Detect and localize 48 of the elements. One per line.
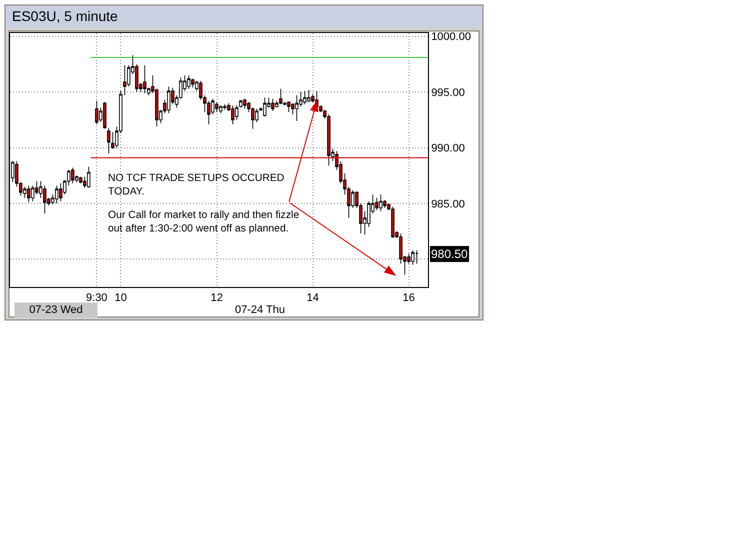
candlestick <box>123 64 126 96</box>
x-tick-label: 12 <box>210 292 223 304</box>
candlestick <box>219 105 222 114</box>
candlestick <box>187 74 190 90</box>
candlestick <box>271 98 274 112</box>
candlestick <box>231 105 234 125</box>
candlestick <box>79 176 82 184</box>
chart-title: ES03U, 5 minute <box>12 8 118 24</box>
candlestick <box>191 78 194 88</box>
candlestick <box>279 88 282 105</box>
text: 07-24 Thu <box>235 304 285 316</box>
candlestick <box>95 100 98 125</box>
candlestick <box>103 102 106 130</box>
y-tick-label: 990.00 <box>431 142 465 155</box>
candlestick <box>71 167 74 184</box>
y-tick-label: 1000.00 <box>431 31 471 44</box>
y-tick-label: 985.00 <box>431 198 465 210</box>
candlestick <box>411 250 414 266</box>
candlestick <box>235 105 238 120</box>
candlestick <box>239 99 242 108</box>
candlestick <box>143 64 146 94</box>
candlestick <box>307 89 310 102</box>
annotation: Our Call for market to rally and then fizzle out after 1:30-2:00 went off as planned. <box>108 210 300 235</box>
annotation: NO TCF TRADE SETUPS OCCURED TODAY. <box>108 173 284 198</box>
candlestick <box>43 185 46 214</box>
candlestick <box>23 186 26 198</box>
candlestick <box>215 102 218 112</box>
x-tick-label: 10 <box>114 292 127 304</box>
candlestick <box>59 182 62 202</box>
candlestick <box>31 185 34 202</box>
candlestick <box>55 185 58 204</box>
candlestick <box>223 104 226 110</box>
y-tick-label: 995.00 <box>431 86 465 99</box>
candlestick <box>415 250 418 264</box>
candlestick <box>87 166 90 188</box>
x-tick-label: 14 <box>306 292 319 304</box>
candlestick <box>243 98 246 110</box>
x-tick-label: 9:30 <box>86 292 108 304</box>
annotation: 980.50 <box>431 247 468 261</box>
text: 07-23 Wed <box>29 304 83 316</box>
candlestick <box>391 206 394 238</box>
candlestick <box>303 90 306 105</box>
candlestick <box>107 127 110 154</box>
x-tick-label: 16 <box>402 292 415 304</box>
candlestick <box>167 86 170 114</box>
candlestick <box>263 97 266 117</box>
candlestick <box>287 102 290 112</box>
candlestick <box>27 185 30 203</box>
